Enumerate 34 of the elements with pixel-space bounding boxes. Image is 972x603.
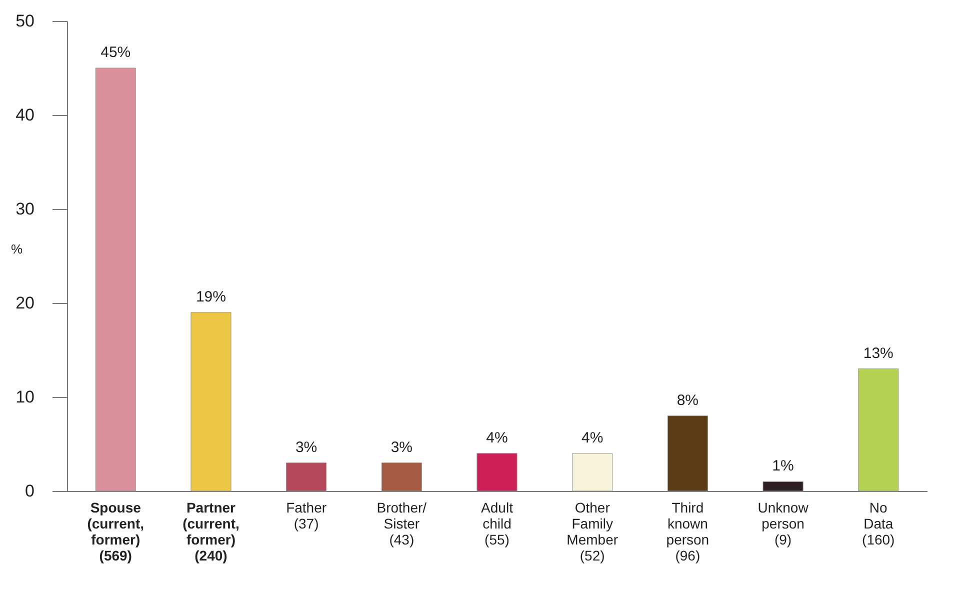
bar (95, 68, 136, 492)
x-tick-label: Brother/ Sister (43) (376, 500, 427, 548)
data-label: 19% (196, 288, 226, 306)
x-tick-label: No Data (160) (862, 500, 895, 548)
bar (190, 312, 232, 492)
bar (476, 453, 518, 492)
x-tick-label: Adult child (55) (481, 500, 514, 548)
x-tick-label: Other Family Member (52) (566, 500, 618, 564)
bar (762, 481, 804, 492)
data-label: 4% (486, 429, 508, 446)
data-label: 13% (863, 344, 894, 362)
data-label: 45% (100, 44, 131, 61)
x-tick-label: Third known person (96) (666, 500, 710, 564)
y-tick-label: 30 (16, 200, 34, 218)
data-label: 3% (295, 438, 318, 456)
x-tick-label: Spouse (current, former) (569) (87, 500, 144, 564)
bar (572, 453, 613, 492)
data-label: 8% (676, 392, 699, 409)
x-tick-label: Father (37) (286, 500, 327, 532)
bar (286, 462, 327, 492)
data-label: 4% (582, 429, 604, 446)
data-label: 3% (390, 438, 412, 456)
y-tick-label: 20 (16, 294, 34, 312)
x-tick-label: Partner (current, former) (240) (182, 500, 240, 564)
x-tick-label: Unknow person (9) (758, 500, 810, 548)
bar (667, 416, 708, 492)
y-tick-label: 10 (16, 388, 34, 406)
bar (381, 462, 422, 492)
data-label: 1% (772, 458, 794, 475)
y-axis-title: % (10, 242, 23, 256)
y-tick-label: 0 (25, 482, 34, 500)
y-tick-label: 40 (16, 106, 34, 124)
bar (858, 368, 899, 492)
y-tick-label: 50 (16, 12, 34, 30)
